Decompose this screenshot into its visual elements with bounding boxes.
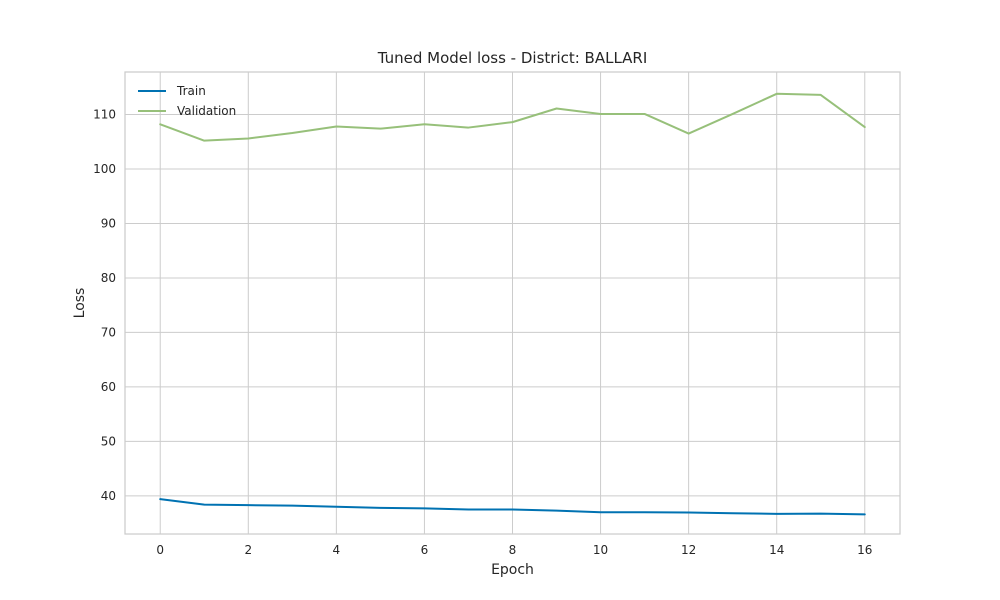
x-tick-label: 10 <box>593 543 608 557</box>
y-axis-label: Loss <box>72 288 88 319</box>
grid <box>125 72 900 534</box>
chart-title: Tuned Model loss - District: BALLARI <box>377 49 648 67</box>
y-tick-label: 100 <box>93 162 116 176</box>
x-tick-label: 0 <box>156 543 164 557</box>
y-tick-label: 60 <box>101 380 116 394</box>
series-line-validation <box>159 92 866 142</box>
x-tick-label: 14 <box>769 543 784 557</box>
x-tick-label: 12 <box>681 543 696 557</box>
x-tick-label: 8 <box>509 543 517 557</box>
series-line-train <box>159 498 866 516</box>
legend: Train Validation <box>138 84 236 118</box>
y-tick-label: 80 <box>101 271 116 285</box>
x-tick-label: 6 <box>421 543 429 557</box>
x-tick-label: 4 <box>333 543 341 557</box>
y-tick-label: 110 <box>93 107 116 121</box>
y-tick-label: 90 <box>101 216 116 230</box>
y-tick-label: 40 <box>101 489 116 503</box>
x-axis-label: Epoch <box>491 562 534 578</box>
tick-labels: 0 2 4 6 8 10 12 14 16 40 50 60 70 80 90 100 110 <box>93 107 872 557</box>
y-tick-label: 50 <box>101 434 116 448</box>
legend-label: Validation <box>177 104 236 118</box>
y-tick-label: 70 <box>101 325 116 339</box>
legend-label: Train <box>176 84 206 98</box>
series-layer <box>159 92 866 516</box>
x-tick-label: 16 <box>857 543 872 557</box>
x-tick-label: 2 <box>244 543 252 557</box>
